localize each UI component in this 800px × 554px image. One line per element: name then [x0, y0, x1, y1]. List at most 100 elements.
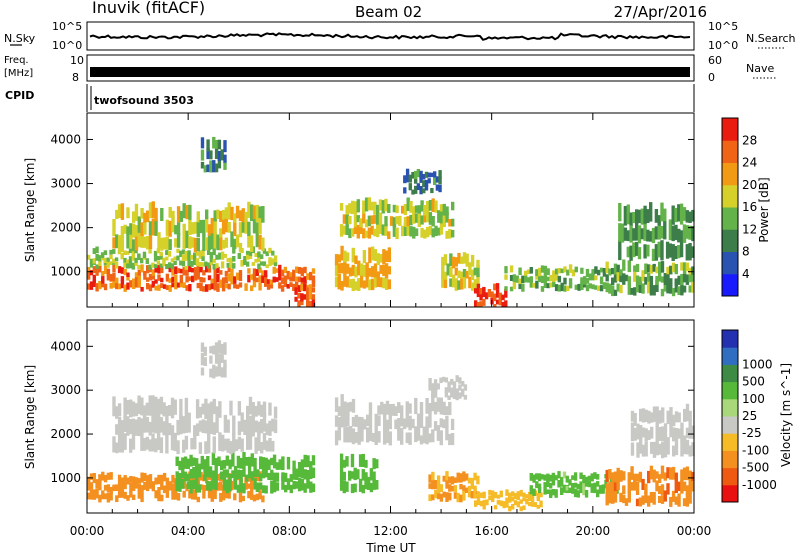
power-cell [353, 214, 358, 228]
velocity-cell [264, 466, 268, 478]
power-cell [209, 260, 214, 266]
power-cell [685, 262, 690, 272]
velocity-cell [505, 489, 509, 496]
power-cell [146, 283, 150, 290]
power-cell [468, 262, 472, 276]
power-cell [417, 205, 421, 214]
velocity-cell [101, 490, 105, 500]
velocity-cell [677, 412, 681, 423]
velocity-cell [192, 479, 196, 489]
power-cell [190, 260, 194, 267]
power-cell [221, 277, 226, 285]
power-cell [365, 262, 369, 278]
velocity-cell [455, 391, 459, 401]
velocity-cell [655, 480, 659, 492]
power-cell [109, 273, 113, 282]
power-cell [252, 280, 257, 288]
velocity-cell [369, 482, 374, 493]
velocity-cell [189, 469, 193, 479]
velocity-cell [251, 402, 255, 419]
power-cell [348, 267, 353, 277]
power-cell [126, 282, 130, 290]
power-cell [308, 300, 313, 307]
power-cell [409, 200, 413, 213]
station-title: Inuvik (fitACF) [92, 0, 205, 17]
velocity-cell [649, 465, 654, 480]
power-cell [348, 279, 353, 288]
velocity-cell [303, 454, 307, 468]
power-cell [633, 287, 637, 296]
velocity-cell [601, 484, 605, 491]
velocity-cell [691, 442, 695, 457]
power-cell [411, 172, 415, 179]
velocity-cell [691, 471, 695, 482]
power-cell [289, 272, 293, 277]
velocity-cell [431, 390, 435, 399]
velocity-cell [671, 490, 676, 502]
power-cell [224, 237, 229, 248]
velocity-colorbar-tick: 500 [742, 375, 765, 389]
power-cell [100, 252, 105, 258]
power-cell [679, 230, 684, 244]
velocity-cell [151, 414, 155, 433]
velocity-cell [258, 490, 262, 500]
power-cell [244, 221, 248, 234]
velocity-cell [641, 408, 646, 423]
power-cell [132, 278, 136, 284]
power-cell [540, 265, 545, 273]
power-cell [669, 265, 673, 275]
power-cell [403, 216, 408, 227]
velocity-cell [217, 340, 222, 354]
velocity-cell [87, 476, 91, 484]
velocity-cell [225, 469, 229, 478]
velocity-cell [573, 472, 578, 481]
velocity-cell [666, 437, 670, 455]
power-cell [680, 262, 684, 271]
velocity-cell [238, 491, 243, 503]
power-cell [451, 274, 456, 288]
velocity-cell [165, 405, 169, 418]
power-cell [272, 266, 276, 274]
velocity-cell [442, 401, 446, 415]
power-cell [657, 219, 661, 240]
power-cell [262, 248, 267, 254]
power-cell [187, 259, 191, 266]
velocity-cell [549, 482, 553, 489]
power-cell [148, 247, 152, 254]
power-cell [376, 224, 380, 238]
power-cell [87, 271, 91, 280]
power-cell [597, 269, 601, 276]
power-cell [264, 278, 268, 287]
power-cell [591, 284, 595, 290]
velocity-cell [470, 491, 474, 499]
power-cell [654, 209, 659, 223]
power-cell [292, 283, 296, 291]
power-cell [255, 235, 259, 248]
velocity-cell [278, 459, 282, 470]
velocity-cell [363, 419, 367, 430]
velocity-cell [571, 475, 575, 480]
power-cell [140, 264, 144, 273]
power-cell [632, 228, 636, 241]
power-cell [426, 201, 430, 214]
power-cell [345, 220, 349, 235]
power-cell [546, 283, 550, 289]
power-cell [622, 259, 626, 271]
power-cell [546, 268, 550, 276]
velocity-cell [496, 499, 501, 505]
velocity-cell [397, 428, 401, 441]
velocity-cell [193, 489, 198, 500]
power-cell [227, 222, 231, 233]
power-cell [433, 171, 437, 178]
velocity-cell [622, 485, 626, 494]
power-cell [103, 250, 108, 256]
power-cell [168, 207, 172, 218]
velocity-cell [677, 493, 681, 507]
power-cell [460, 275, 464, 290]
velocity-cell [154, 490, 158, 499]
power-cell [146, 265, 150, 274]
power-cell [632, 212, 636, 224]
velocity-cell [218, 432, 222, 451]
power-cell [297, 292, 301, 299]
power-cell [109, 249, 113, 255]
